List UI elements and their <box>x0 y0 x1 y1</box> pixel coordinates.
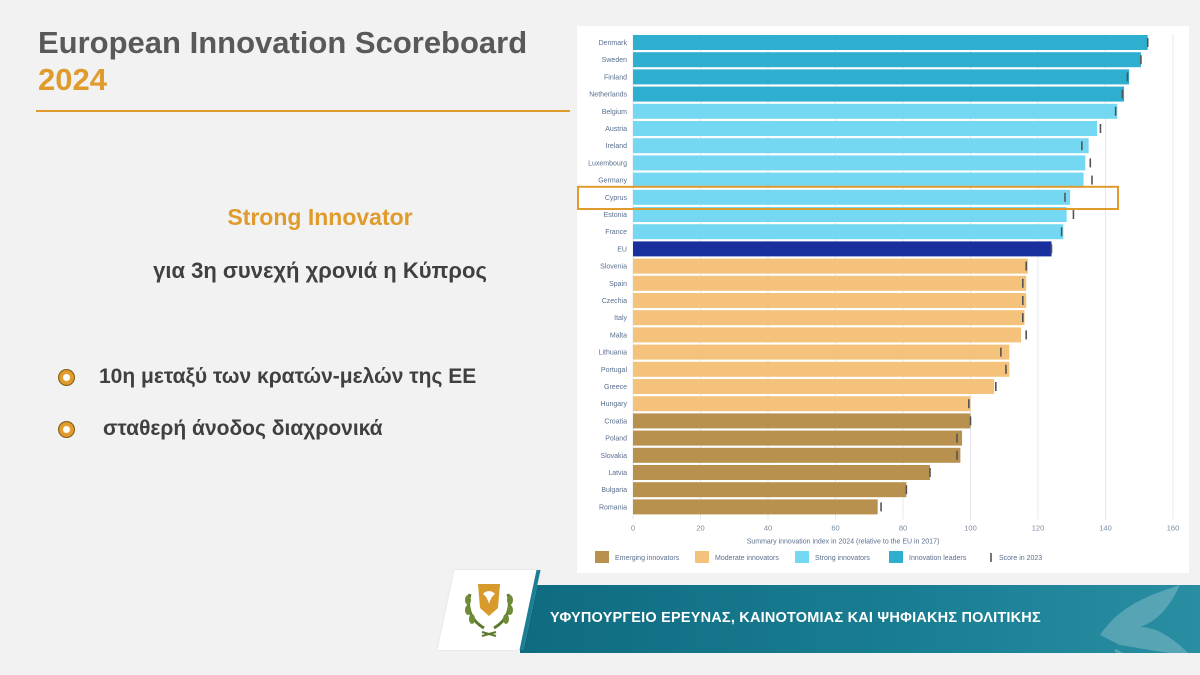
category-label: Finland <box>604 74 627 81</box>
category-label: France <box>605 229 627 236</box>
category-label: Ireland <box>606 143 628 150</box>
category-label: Czechia <box>602 298 627 305</box>
page-title: European Innovation Scoreboard 2024 <box>38 24 527 98</box>
highlight-box <box>577 185 1119 211</box>
bar-romania <box>633 499 878 515</box>
bar-poland <box>633 430 963 446</box>
category-label: Italy <box>614 315 627 322</box>
bullet-icon <box>58 368 75 386</box>
category-label: Malta <box>610 332 627 339</box>
x-tick-label: 100 <box>964 524 977 533</box>
bullet-icon <box>58 420 75 438</box>
bar-ireland <box>633 138 1089 154</box>
bar-estonia <box>633 207 1067 222</box>
category-label: EU <box>617 246 627 253</box>
chart-svg: 0 20 40 60 80 100 120 140 160 Denmark Sweden Finlan… <box>577 34 1180 563</box>
x-tick-label: 0 <box>631 524 635 533</box>
category-label: Slovenia <box>600 264 627 271</box>
title-divider <box>36 110 570 112</box>
footer-bar: ΥΦΥΠΟΥΡΓΕΙΟ ΕΡΕΥΝΑΣ, ΚΑΙΝΟΤΟΜΙΑΣ ΚΑΙ ΨΗΦ… <box>520 585 1200 653</box>
category-label: Sweden <box>602 57 627 64</box>
legend-label: Score in 2023 <box>999 555 1042 562</box>
bar-sweden <box>633 52 1141 68</box>
category-label: Spain <box>609 281 627 288</box>
bar-bulgaria <box>633 482 907 498</box>
category-label: Latvia <box>608 470 627 477</box>
bar-lithuania <box>633 344 1010 360</box>
bar-germany <box>633 172 1084 188</box>
bar-luxembourg <box>633 155 1086 171</box>
legend-swatch-strong <box>795 551 809 563</box>
bar-portugal <box>633 361 1010 377</box>
category-label: Denmark <box>599 40 628 47</box>
legend-swatch-moderate <box>695 551 709 563</box>
category-label: Bulgaria <box>601 487 627 494</box>
x-tick-label: 20 <box>696 524 704 533</box>
bar-denmark <box>633 35 1148 50</box>
category-label: Hungary <box>601 401 628 408</box>
status-subtitle: για 3η συνεχή χρονιά η Κύπρος <box>153 258 487 283</box>
title-year: 2024 <box>38 62 107 97</box>
category-label: Belgium <box>602 109 627 116</box>
x-tick-label: 120 <box>1032 524 1045 533</box>
dove-watermark-icon <box>1100 585 1188 653</box>
x-tick-label: 160 <box>1167 524 1180 533</box>
category-label: Portugal <box>601 367 628 374</box>
x-tick-label: 80 <box>899 524 907 533</box>
bar-slovakia <box>633 447 961 463</box>
category-label: Luxembourg <box>588 160 627 167</box>
cyprus-emblem-icon <box>465 584 513 637</box>
bullet-item: σταθερή άνοδος διαχρονικά <box>58 417 476 440</box>
bar-netherlands <box>633 86 1125 102</box>
bullet-list: 10η μεταξύ των κρατών-μελών της ΕΕ σταθε… <box>58 365 477 470</box>
category-label: Romania <box>599 504 627 511</box>
legend-label: Innovation leaders <box>909 555 967 562</box>
ministry-name: ΥΦΥΠΟΥΡΓΕΙΟ ΕΡΕΥΝΑΣ, ΚΑΙΝΟΤΟΜΙΑΣ ΚΑΙ ΨΗΦ… <box>550 610 1041 626</box>
category-label: Slovakia <box>601 453 628 460</box>
category-label: Cyprus <box>605 195 628 202</box>
legend-label: Moderate innovators <box>715 555 779 562</box>
bar-austria <box>633 121 1098 136</box>
category-label: Lithuania <box>599 350 628 357</box>
bar-malta <box>633 327 1022 343</box>
status-heading: Strong Innovator <box>227 204 413 230</box>
bar-hungary <box>633 396 971 412</box>
bullet-text: σταθερή άνοδος διαχρονικά <box>103 417 383 440</box>
bar-italy <box>633 310 1025 326</box>
x-tick-label: 140 <box>1099 524 1112 533</box>
bar-belgium <box>633 103 1118 119</box>
bar-croatia <box>633 413 971 429</box>
bullet-text: 10η μεταξύ των κρατών-μελών της ΕΕ <box>99 365 477 388</box>
category-label: Croatia <box>604 418 627 425</box>
legend-label: Strong innovators <box>815 555 870 562</box>
x-tick-label: 40 <box>764 524 772 533</box>
innovation-chart: 0 20 40 60 80 100 120 140 160 Denmark Sweden Finlan… <box>577 26 1189 573</box>
bar-czechia <box>633 293 1027 308</box>
category-label: Netherlands <box>589 92 627 99</box>
bar-slovenia <box>633 258 1028 274</box>
bar-latvia <box>633 465 930 480</box>
legend-swatch-emerging <box>595 551 609 563</box>
bullet-item: 10η μεταξύ των κρατών-μελών της ΕΕ <box>58 365 477 388</box>
category-label: Poland <box>605 436 627 443</box>
bar-cyprus <box>633 189 1071 205</box>
x-axis-label: Summary innovation index in 2024 (relati… <box>747 539 940 546</box>
bar-finland <box>633 69 1130 85</box>
x-tick-label: 60 <box>831 524 839 533</box>
legend-label: Emerging innovators <box>615 555 680 562</box>
category-label: Greece <box>604 384 627 391</box>
category-label: Austria <box>605 126 627 133</box>
legend-swatch-leader <box>889 551 903 563</box>
bar-spain <box>633 275 1027 291</box>
bar-eu <box>633 241 1052 257</box>
bar-france <box>633 224 1064 240</box>
category-label: Estonia <box>604 212 627 219</box>
category-label: Germany <box>598 178 627 185</box>
bar-greece <box>633 379 995 394</box>
title-text: European Innovation Scoreboard <box>38 25 528 60</box>
